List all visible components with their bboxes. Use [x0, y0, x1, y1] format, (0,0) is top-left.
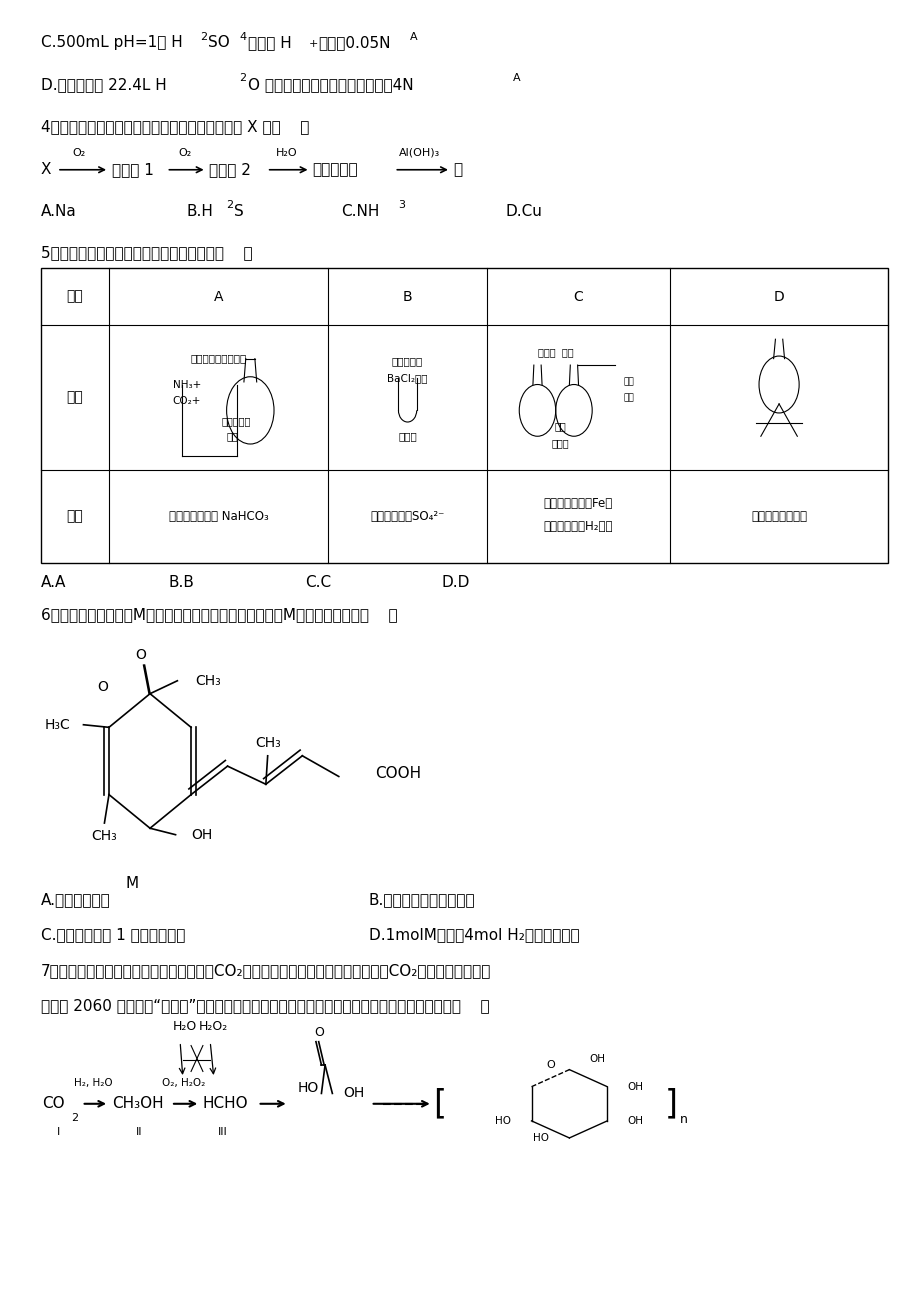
Text: CH₃: CH₃	[92, 829, 117, 842]
Text: M: M	[125, 876, 138, 892]
Text: O: O	[97, 680, 108, 694]
Text: CH₃: CH₃	[255, 736, 280, 750]
Text: 2: 2	[71, 1113, 78, 1122]
Text: D.1molM最多与4mol H₂发生加成反应: D.1molM最多与4mol H₂发生加成反应	[369, 927, 579, 941]
Text: O₂, H₂O₂: O₂, H₂O₂	[162, 1078, 205, 1088]
Text: 水蒸气反应有H₂生成: 水蒸气反应有H₂生成	[543, 521, 613, 534]
Text: 侯氏制碱法制备 NaHCO₃: 侯氏制碱法制备 NaHCO₃	[168, 510, 268, 523]
Text: OH: OH	[627, 1082, 642, 1091]
Text: n: n	[679, 1113, 687, 1126]
Text: A: A	[512, 73, 520, 83]
Text: 溶液中 H: 溶液中 H	[247, 35, 291, 51]
Text: X: X	[40, 163, 51, 177]
Text: A.Na: A.Na	[40, 203, 76, 219]
Text: CH₃OH: CH₃OH	[111, 1096, 164, 1112]
Text: 3: 3	[398, 201, 404, 210]
Text: 4: 4	[239, 31, 246, 42]
Text: O₂: O₂	[73, 148, 85, 158]
Text: OH: OH	[343, 1086, 364, 1100]
Text: 肥皂泡: 肥皂泡	[550, 437, 569, 448]
Text: HO: HO	[298, 1081, 319, 1095]
Text: D.Cu: D.Cu	[505, 203, 542, 219]
Text: H₂, H₂O: H₂, H₂O	[74, 1078, 113, 1088]
Text: 氧化物 2: 氧化物 2	[209, 163, 251, 177]
Text: C.C: C.C	[305, 575, 331, 590]
Text: 待测液: 待测液	[398, 431, 416, 441]
Text: [: [	[433, 1087, 446, 1120]
Text: HCHO: HCHO	[203, 1096, 248, 1112]
Text: COOH: COOH	[375, 767, 421, 781]
Text: O₂: O₂	[178, 148, 191, 158]
Text: C.NH: C.NH	[341, 203, 380, 219]
Text: I: I	[57, 1128, 61, 1137]
Text: HO: HO	[495, 1116, 511, 1126]
Text: CO: CO	[42, 1096, 65, 1112]
Text: CO₂+: CO₂+	[173, 396, 201, 406]
Text: S: S	[233, 203, 244, 219]
Text: OH: OH	[627, 1116, 642, 1126]
Text: 实验: 实验	[66, 391, 83, 405]
Text: II: II	[136, 1128, 142, 1137]
Text: NH₃+: NH₃+	[173, 379, 201, 389]
Text: OH: OH	[589, 1055, 605, 1064]
Text: C.分子中只含有 1 个手性碳原子: C.分子中只含有 1 个手性碳原子	[40, 927, 185, 941]
Text: H₃C: H₃C	[45, 717, 71, 732]
Text: C: C	[573, 289, 583, 303]
Text: ]: ]	[664, 1087, 677, 1120]
Text: Al(OH)₃: Al(OH)₃	[399, 148, 440, 158]
Text: 目的: 目的	[66, 509, 83, 523]
Text: A: A	[409, 31, 417, 42]
Text: 将干海带灸烧成灰: 将干海带灸烧成灰	[750, 510, 806, 523]
Text: HO: HO	[533, 1133, 549, 1143]
Text: H₂O₂: H₂O₂	[199, 1019, 228, 1032]
Text: CH₃: CH₃	[196, 673, 221, 687]
Text: B.能使灸热的氧化铜变红: B.能使灸热的氧化铜变红	[369, 892, 475, 907]
Text: B: B	[403, 289, 412, 303]
Text: D: D	[773, 289, 784, 303]
Text: 盐酸酸化的: 盐酸酸化的	[391, 357, 423, 366]
Text: 火柴: 火柴	[554, 421, 565, 431]
Text: +: +	[309, 39, 318, 49]
Text: O: O	[313, 1026, 323, 1039]
Text: O: O	[135, 648, 146, 661]
Text: 氧化物 1: 氧化物 1	[111, 163, 153, 177]
Text: 6．植物激素脱落酸（M）的结构简式如图所示。下列有关M的说法错误的是（    ）: 6．植物激素脱落酸（M）的结构简式如图所示。下列有关M的说法错误的是（ ）	[40, 607, 397, 622]
Text: 饱和食盐水: 饱和食盐水	[221, 415, 251, 426]
Text: A: A	[213, 289, 223, 303]
Text: 我国在 2060 年前实现“碘中和”的目标，人工合成淠粉的转化过程如图所示。下列说法错误的是（    ）: 我国在 2060 年前实现“碘中和”的目标，人工合成淠粉的转化过程如图所示。下列…	[40, 997, 489, 1013]
Text: 湿棉花  铁粉: 湿棉花 铁粉	[538, 348, 573, 357]
Text: 7．我国科学家在全球范围内首次实现了用CO₂人工合成淠粉。大规模利用空气中的CO₂合成淠粉，有助于: 7．我国科学家在全球范围内首次实现了用CO₂人工合成淠粉。大规模利用空气中的CO…	[40, 963, 491, 978]
Text: 5．下列实验装置能达到相应实验目的的是（    ）: 5．下列实验装置能达到相应实验目的的是（ ）	[40, 245, 252, 260]
Text: 选项: 选项	[66, 289, 83, 303]
Text: 酸（或碳）: 酸（或碳）	[312, 163, 357, 177]
Bar	[40, 268, 888, 562]
Text: C.500mL pH=1的 H: C.500mL pH=1的 H	[40, 35, 182, 51]
Text: A.存在顺反异构: A.存在顺反异构	[40, 892, 110, 907]
Text: 2: 2	[239, 73, 246, 83]
Text: 蒂有稀硫酸的脱脂棉: 蒂有稀硫酸的脱脂棉	[190, 354, 246, 363]
Text: 检验高温条件下Fe与: 检验高温条件下Fe与	[543, 497, 612, 510]
Text: 盐: 盐	[453, 163, 462, 177]
Text: 4．一定条件下，不能实现下列物质间直接转化的 X 是（    ）: 4．一定条件下，不能实现下列物质间直接转化的 X 是（ ）	[40, 120, 309, 134]
Text: O: O	[546, 1060, 554, 1070]
Text: 总数为0.05N: 总数为0.05N	[317, 35, 390, 51]
Text: 还原: 还原	[622, 378, 633, 387]
Text: B.H: B.H	[187, 203, 213, 219]
Text: A.A: A.A	[40, 575, 66, 590]
Text: D.D: D.D	[441, 575, 470, 590]
Text: III: III	[218, 1128, 228, 1137]
Text: 铁粉: 铁粉	[622, 393, 633, 402]
Text: 冷水: 冷水	[226, 431, 238, 441]
Text: 检验是否存在SO₄²⁻: 检验是否存在SO₄²⁻	[370, 510, 444, 523]
Text: BaCl₂溶液: BaCl₂溶液	[387, 374, 427, 383]
Text: H₂O: H₂O	[173, 1019, 197, 1032]
Text: D.标准状况下 22.4L H: D.标准状况下 22.4L H	[40, 77, 166, 92]
Text: O 中，中心原子的价层电子对数为4N: O 中，中心原子的价层电子对数为4N	[247, 77, 413, 92]
Text: 2: 2	[200, 31, 207, 42]
Text: 2: 2	[225, 201, 233, 210]
Text: B.B: B.B	[168, 575, 194, 590]
Text: OH: OH	[191, 828, 212, 841]
Text: SO: SO	[209, 35, 230, 51]
Text: H₂O: H₂O	[276, 148, 297, 158]
